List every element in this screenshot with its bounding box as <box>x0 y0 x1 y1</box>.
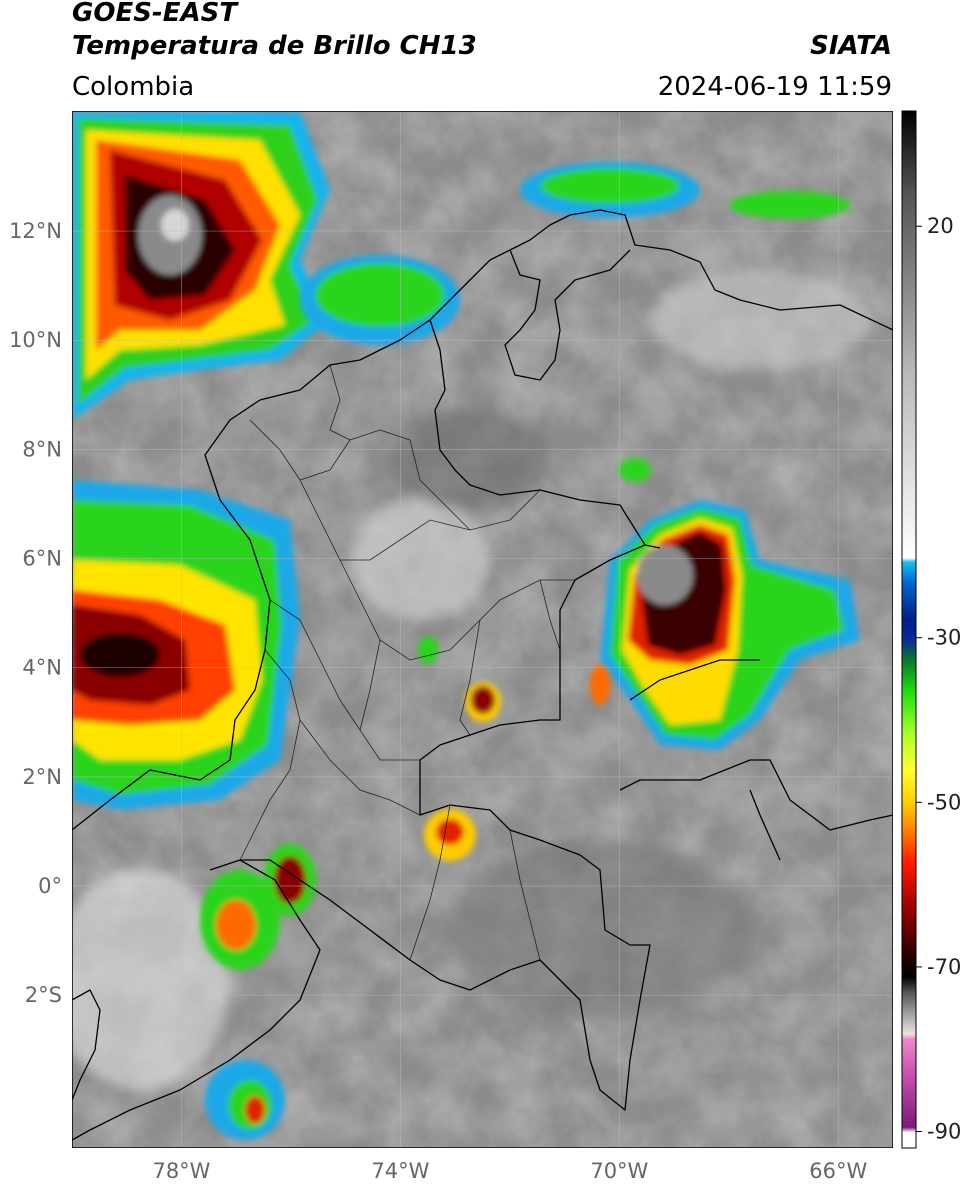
region-label: Colombia <box>72 72 195 102</box>
convective-cloud-nw <box>72 112 330 420</box>
colorbar-tick-label: -50 <box>927 790 961 814</box>
latitude-label: 6°N <box>22 547 62 571</box>
convective-cloud-small <box>200 458 651 1140</box>
map-gridlines <box>72 111 893 1148</box>
convective-cloud-pacific <box>72 480 300 810</box>
department-borders <box>239 364 575 961</box>
colorbar-ticks: 20 -30 -50 -70 -90 <box>916 214 961 1144</box>
convective-cloud-venezuela <box>600 500 860 750</box>
latitude-label: 0° <box>38 874 62 898</box>
product-title: Temperatura de Brillo CH13 <box>72 31 477 61</box>
longitude-labels: 78°W 74°W 70°W 66°W <box>152 1159 867 1183</box>
organization-label: SIATA <box>810 31 892 61</box>
longitude-label: 78°W <box>152 1159 210 1183</box>
longitude-label: 70°W <box>590 1159 648 1183</box>
colorbar-tick-label: -30 <box>927 626 961 650</box>
latitude-label: 2°N <box>22 765 62 789</box>
longitude-label: 66°W <box>809 1159 867 1183</box>
latitude-label: 12°N <box>9 219 62 243</box>
latitude-label: 2°S <box>25 983 62 1007</box>
colorbar-tick-label: 20 <box>927 214 954 238</box>
longitude-label: 74°W <box>371 1159 429 1183</box>
latitude-label: 10°N <box>9 328 62 352</box>
country-borders <box>72 209 893 1141</box>
colorbar-tick-label: -90 <box>927 1120 961 1144</box>
colorbar-tick-label: -70 <box>927 955 961 979</box>
satellite-title: GOES-EAST <box>72 0 238 28</box>
colorbar-scale <box>901 110 917 1149</box>
convective-cloud-caribbean <box>300 162 850 345</box>
latitude-labels: 12°N 10°N 8°N 6°N 4°N 2°N 0° 2°S <box>9 219 62 1007</box>
latitude-label: 8°N <box>22 437 62 461</box>
datetime-label: 2024-06-19 11:59 <box>657 72 892 102</box>
latitude-label: 4°N <box>22 656 62 680</box>
colorbar: 20 -30 -50 -70 -90 <box>901 110 961 1149</box>
